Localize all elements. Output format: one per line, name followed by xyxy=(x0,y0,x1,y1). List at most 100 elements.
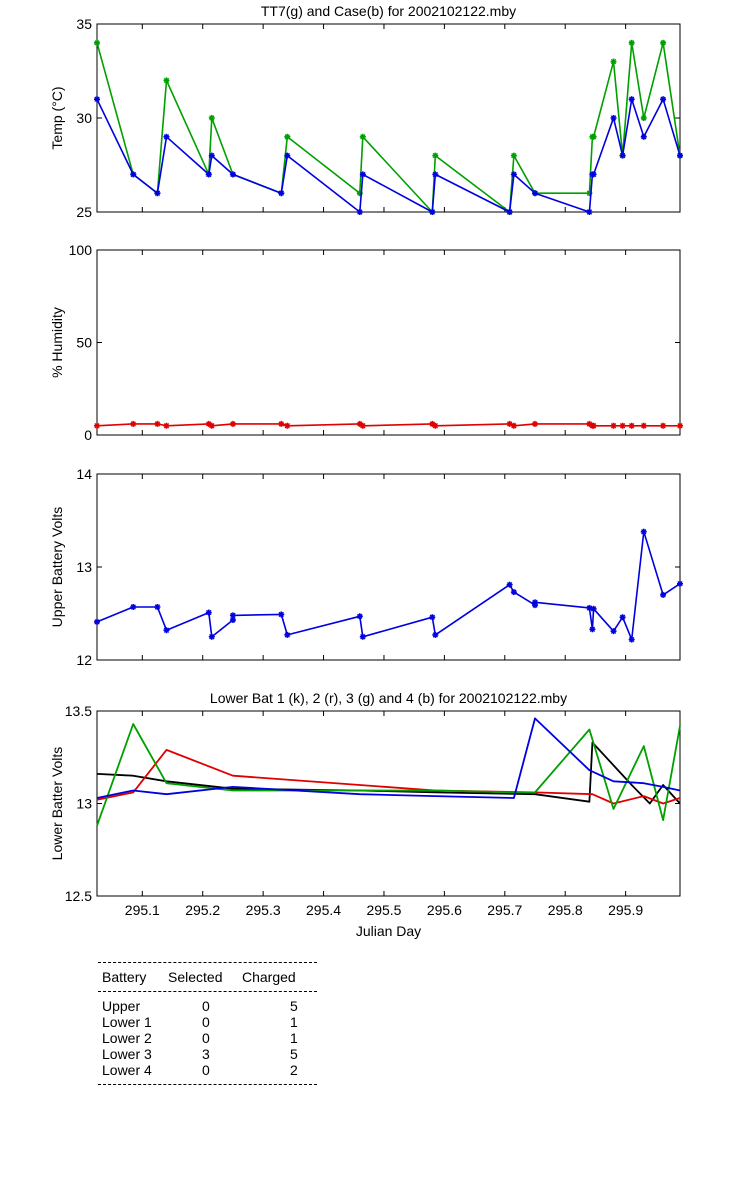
data-point-stroke xyxy=(360,423,366,429)
series-line-1 xyxy=(96,41,681,213)
x-axis-label: Julian Day xyxy=(356,923,421,939)
data-point xyxy=(432,171,439,178)
y-tick-label: 30 xyxy=(76,110,92,126)
data-point xyxy=(432,422,439,429)
data-point xyxy=(208,422,215,429)
y-tick-label: 14 xyxy=(76,466,92,482)
data-point-stroke xyxy=(586,421,593,427)
series-line-1 xyxy=(96,530,681,641)
cell-battery: Lower 3 xyxy=(102,1046,152,1062)
data-point xyxy=(660,96,667,103)
data-point xyxy=(510,422,517,429)
series-line-1 xyxy=(96,741,681,805)
data-point xyxy=(506,209,513,215)
x-tick-label: 295.9 xyxy=(608,902,643,918)
data-point xyxy=(532,420,539,427)
data-point xyxy=(229,420,236,427)
table-row: Lower 2 0 1 xyxy=(98,1030,317,1046)
data-point-stroke xyxy=(619,614,626,620)
plot-frame xyxy=(96,23,681,213)
data-point xyxy=(130,420,137,427)
data-point-stroke xyxy=(163,77,170,84)
data-point xyxy=(628,96,635,103)
data-point-stroke xyxy=(360,171,366,178)
y-tick-label: 0 xyxy=(84,427,92,443)
y-tick-label: 13.5 xyxy=(65,703,92,719)
data-point-stroke xyxy=(206,171,212,178)
cell-selected: 0 xyxy=(202,1030,210,1046)
data-point-stroke xyxy=(619,152,626,159)
data-point xyxy=(590,422,597,429)
data-point-stroke xyxy=(357,613,363,619)
data-point-stroke xyxy=(94,619,100,625)
cell-battery: Lower 2 xyxy=(102,1030,152,1046)
data-point xyxy=(532,599,539,606)
cell-charged: 1 xyxy=(290,1030,298,1046)
data-point xyxy=(205,171,212,178)
x-tick-label: 295.2 xyxy=(185,902,220,918)
data-point xyxy=(356,613,363,620)
table-row: Lower 4 0 2 xyxy=(98,1062,317,1078)
data-point xyxy=(154,603,161,610)
data-point xyxy=(163,422,170,429)
y-tick-label: 13 xyxy=(76,796,92,812)
x-tick-label: 295.8 xyxy=(548,902,583,918)
y-tick-label: 100 xyxy=(69,242,93,258)
chart-panel-4: 12.5 13 13.5 295.1 295.2 295.3 295.4 295.5 295.6… xyxy=(49,690,681,939)
cell-battery: Upper xyxy=(102,998,141,1014)
data-point-stroke xyxy=(590,606,597,612)
data-point-stroke xyxy=(619,423,626,429)
data-point xyxy=(610,628,617,635)
data-point-stroke xyxy=(209,152,215,159)
data-point-stroke xyxy=(660,423,666,429)
cell-battery: Lower 4 xyxy=(102,1062,152,1078)
table-rule-bottom xyxy=(98,1084,317,1085)
data-point-stroke xyxy=(511,152,517,159)
data-point xyxy=(610,422,617,429)
data-point-stroke xyxy=(130,171,136,178)
data-point xyxy=(506,581,513,588)
data-point xyxy=(660,422,667,429)
cell-selected: 0 xyxy=(202,1062,210,1078)
data-point-stroke xyxy=(532,190,538,196)
data-point xyxy=(619,152,626,159)
data-point-stroke xyxy=(284,134,291,140)
data-point-stroke xyxy=(589,626,596,633)
y-tick-label: 50 xyxy=(76,335,92,351)
data-point xyxy=(229,171,236,178)
plot-frame xyxy=(96,249,681,436)
data-point-stroke xyxy=(610,423,617,429)
data-point xyxy=(278,611,285,618)
chart-panel-2: 0 50 100 % Humidity xyxy=(49,242,683,443)
data-point-stroke xyxy=(209,423,215,429)
cell-charged: 1 xyxy=(290,1014,298,1030)
data-point xyxy=(640,115,647,121)
data-point-stroke xyxy=(677,152,683,159)
cell-battery: Lower 1 xyxy=(102,1014,152,1030)
data-point xyxy=(359,171,366,178)
data-point-stroke xyxy=(590,171,597,178)
data-point-stroke xyxy=(532,421,538,427)
x-tick-label: 295.4 xyxy=(306,902,341,918)
data-point-stroke xyxy=(660,592,666,598)
data-point-stroke xyxy=(590,423,597,429)
data-point-stroke xyxy=(677,423,683,429)
data-point-stroke xyxy=(163,423,170,429)
data-point-stroke xyxy=(154,190,161,196)
chart-title: TT7(g) and Case(b) for 2002102122.mby xyxy=(261,3,516,19)
data-point xyxy=(163,77,170,84)
data-point-stroke xyxy=(163,134,170,140)
data-point-stroke xyxy=(209,115,215,121)
x-tick-label: 295.1 xyxy=(125,902,160,918)
data-point-stroke xyxy=(230,171,236,178)
series-line-3 xyxy=(96,723,681,827)
data-point xyxy=(278,420,285,427)
charts-canvas: 25 30 35 TT7(g) and Case(b) for 2002102122.… xyxy=(49,3,683,939)
y-axis-label: Lower Batter Volts xyxy=(49,747,65,861)
data-point-stroke xyxy=(628,636,635,643)
data-point xyxy=(284,133,291,140)
data-point xyxy=(677,152,683,159)
data-point xyxy=(284,422,291,429)
y-axis-label: Upper Battery Volts xyxy=(49,507,65,628)
cell-charged: 2 xyxy=(290,1062,298,1078)
